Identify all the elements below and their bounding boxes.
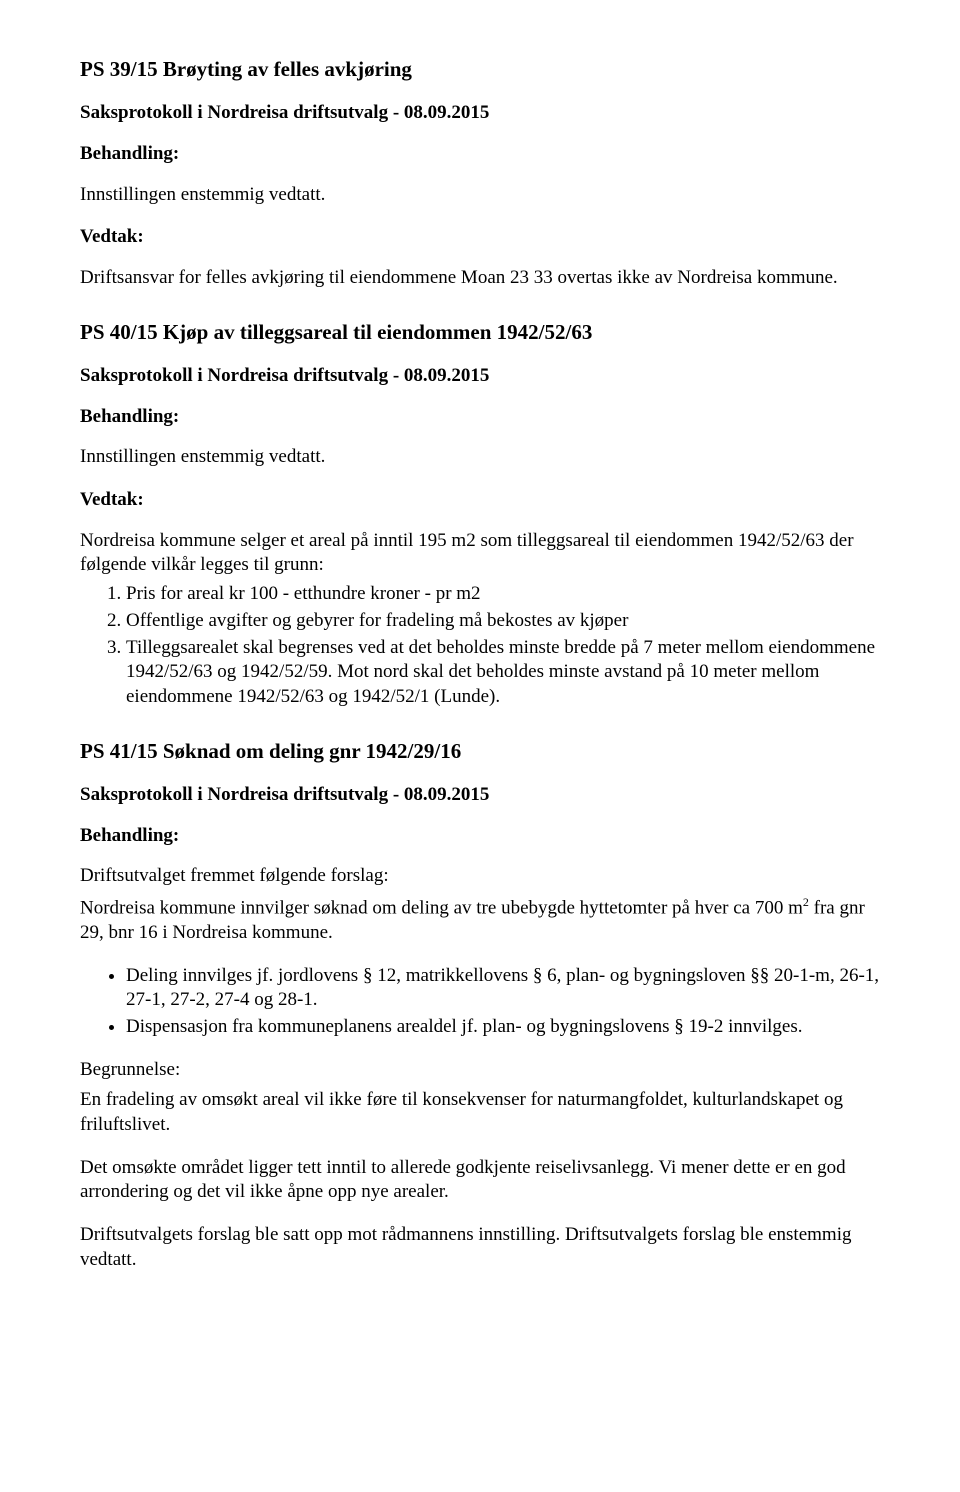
section-41-forslag-text: Nordreisa kommune innvilger søknad om de… <box>80 895 880 946</box>
section-41-begr-label: Begrunnelse: <box>80 1058 880 1083</box>
section-41-forslag-line: Driftsutvalget fremmet følgende forslag: <box>80 864 880 889</box>
section-39-vedtak-label: Vedtak: <box>80 225 880 250</box>
section-40-vedtak-label: Vedtak: <box>80 488 880 513</box>
list-item: Offentlige avgifter og gebyrer for frade… <box>126 609 880 634</box>
section-39-behandling-text: Innstillingen enstemmig vedtatt. <box>80 183 880 208</box>
section-40-saksprotokoll: Saksprotokoll i Nordreisa driftsutvalg -… <box>80 364 880 389</box>
section-39-title: PS 39/15 Brøyting av felles avkjøring <box>80 56 880 83</box>
section-40-vedtak-intro: Nordreisa kommune selger et areal på inn… <box>80 529 880 578</box>
section-41-begr-p1: En fradeling av omsøkt areal vil ikke fø… <box>80 1088 880 1137</box>
section-40-behandling-text: Innstillingen enstemmig vedtatt. <box>80 445 880 470</box>
section-39-behandling-label: Behandling: <box>80 142 880 167</box>
section-39-vedtak-text: Driftsansvar for felles avkjøring til ei… <box>80 266 880 291</box>
list-item: Tilleggsarealet skal begrenses ved at de… <box>126 636 880 710</box>
forslag-text-pre: Nordreisa kommune innvilger søknad om de… <box>80 897 803 918</box>
section-40-title: PS 40/15 Kjøp av tilleggsareal til eiend… <box>80 319 880 346</box>
section-40-vedtak-list: Pris for areal kr 100 - etthundre kroner… <box>80 582 880 709</box>
section-41-behandling-label: Behandling: <box>80 824 880 849</box>
section-39-saksprotokoll: Saksprotokoll i Nordreisa driftsutvalg -… <box>80 101 880 126</box>
list-item: Deling innvilges jf. jordlovens § 12, ma… <box>126 964 880 1013</box>
section-41-outcome: Driftsutvalgets forslag ble satt opp mot… <box>80 1223 880 1272</box>
list-item: Pris for areal kr 100 - etthundre kroner… <box>126 582 880 607</box>
section-40-behandling-label: Behandling: <box>80 405 880 430</box>
section-41-saksprotokoll: Saksprotokoll i Nordreisa driftsutvalg -… <box>80 783 880 808</box>
section-41-bullet-list: Deling innvilges jf. jordlovens § 12, ma… <box>80 964 880 1040</box>
list-item: Dispensasjon fra kommuneplanens arealdel… <box>126 1015 880 1040</box>
section-41-begr-p2: Det omsøkte området ligger tett inntil t… <box>80 1156 880 1205</box>
section-41-title: PS 41/15 Søknad om deling gnr 1942/29/16 <box>80 738 880 765</box>
